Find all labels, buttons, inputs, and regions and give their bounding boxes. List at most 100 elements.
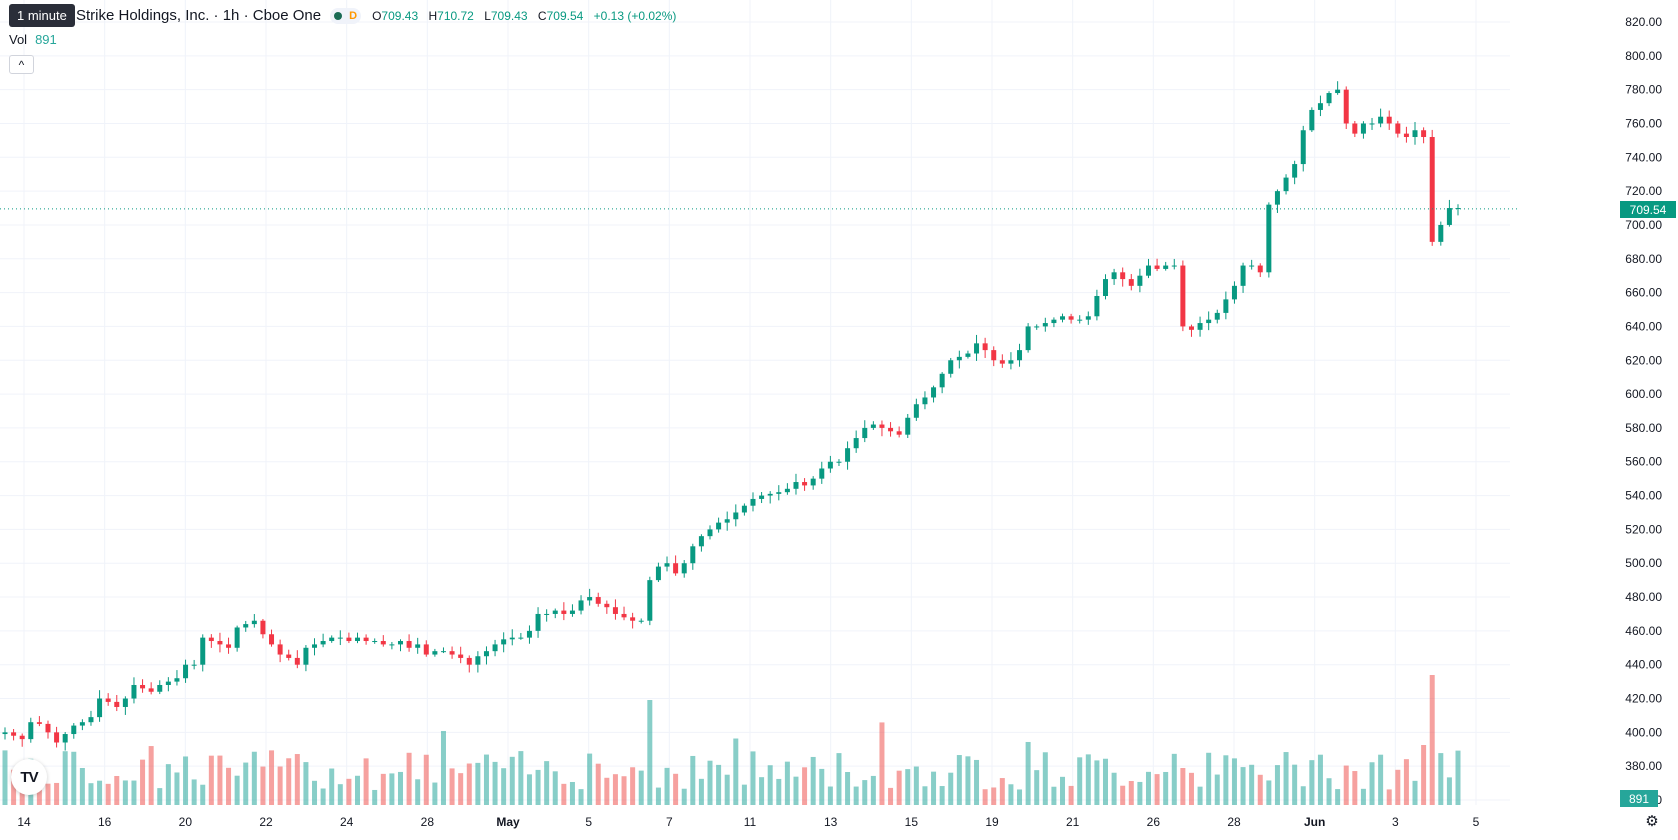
- open-key: O: [372, 8, 382, 23]
- candle-body: [681, 563, 687, 574]
- candle-body: [1403, 133, 1409, 138]
- volume-bar: [552, 771, 558, 805]
- candle-body: [363, 637, 369, 642]
- time-axis-label: 28: [1227, 815, 1241, 829]
- volume-bar: [105, 783, 111, 805]
- volume-bar: [664, 767, 670, 805]
- candle-body: [397, 641, 403, 645]
- candle-body: [655, 566, 661, 581]
- candle-body: [913, 404, 919, 418]
- candle-body: [157, 684, 163, 692]
- volume-bar: [251, 751, 257, 805]
- candle-body: [380, 641, 386, 645]
- price-axis-label: 480.00: [1625, 590, 1662, 604]
- volume-bar: [724, 774, 730, 805]
- volume-bar: [827, 786, 833, 805]
- candle-body: [578, 600, 584, 611]
- volume-bar: [475, 762, 481, 805]
- candle-body: [509, 637, 515, 640]
- candle-body: [1412, 130, 1418, 138]
- candle-body: [535, 613, 541, 631]
- candle-body: [1060, 316, 1066, 320]
- price-axis-label: 760.00: [1625, 116, 1662, 130]
- price-axis-label: 580.00: [1625, 421, 1662, 435]
- candle-body: [974, 343, 980, 354]
- candle-body: [174, 678, 180, 682]
- candle-body: [1429, 137, 1435, 242]
- volume-bar: [1335, 789, 1341, 805]
- volume-bar: [200, 784, 206, 805]
- gear-icon[interactable]: ⚙: [1645, 813, 1659, 830]
- volume-bar: [492, 761, 498, 805]
- volume-bar: [423, 754, 429, 805]
- time-axis-label: 19: [985, 815, 999, 829]
- candle-body: [845, 448, 851, 462]
- volume-bar: [862, 780, 868, 805]
- volume-bar: [931, 771, 937, 805]
- candle-body: [269, 634, 275, 645]
- candle-body: [879, 424, 885, 428]
- candle-body: [544, 613, 550, 615]
- price-axis-label: 680.00: [1625, 252, 1662, 266]
- candle-body: [346, 637, 352, 642]
- candle-body: [217, 641, 223, 645]
- change-value: +0.13 (+0.02%): [593, 8, 677, 23]
- candle-body: [1008, 360, 1014, 364]
- candle-body: [698, 536, 704, 547]
- candle-body: [939, 373, 945, 388]
- volume-bar: [1017, 789, 1023, 805]
- candle-body: [372, 641, 378, 643]
- volume-bar: [1257, 774, 1263, 805]
- volume-bar: [1008, 784, 1014, 805]
- market-status-badge[interactable]: D: [330, 7, 362, 24]
- candle-body: [948, 360, 954, 374]
- volume-bar: [269, 750, 275, 805]
- volume-bar: [1240, 767, 1246, 805]
- candle-body: [1145, 265, 1151, 276]
- volume-bar: [1369, 762, 1375, 805]
- candle-body: [389, 644, 395, 646]
- volume-bar: [449, 768, 455, 805]
- volume-bar: [183, 756, 189, 805]
- candle-body: [114, 701, 120, 707]
- candle-body: [337, 637, 343, 639]
- volume-bar: [131, 780, 137, 805]
- candle-body: [329, 637, 335, 642]
- volume-bar: [1412, 780, 1418, 805]
- tradingview-logo-icon[interactable]: TV: [11, 759, 47, 795]
- candle-body: [604, 603, 610, 608]
- volume-bar: [638, 770, 644, 805]
- candle-body: [862, 427, 868, 439]
- candle-body: [733, 512, 739, 520]
- candle-body: [97, 698, 103, 718]
- symbol-title[interactable]: Strike Holdings, Inc. · 1h · Cboe One: [76, 7, 322, 24]
- time-axis-label: 13: [824, 815, 838, 829]
- volume-bar: [1137, 781, 1143, 805]
- volume-bar: [312, 780, 318, 805]
- price-axis-label: 380.00: [1625, 759, 1662, 773]
- volume-bar: [372, 789, 378, 805]
- price-axis-label: 620.00: [1625, 353, 1662, 367]
- volume-bar: [1395, 769, 1401, 805]
- volume-bar: [432, 782, 438, 805]
- volume-bar: [1034, 770, 1040, 805]
- collapse-legend-button[interactable]: ^: [9, 55, 34, 74]
- volume-bar: [784, 761, 790, 805]
- price-axis-label: 600.00: [1625, 387, 1662, 401]
- candle-body: [1094, 295, 1100, 317]
- candle-body: [483, 651, 489, 657]
- candle-body: [819, 468, 825, 479]
- candle-body: [888, 427, 894, 432]
- volume-bar: [913, 766, 919, 805]
- volume-bar: [1094, 760, 1100, 805]
- volume-bar: [1249, 764, 1255, 805]
- volume-bar: [690, 755, 696, 805]
- volume-bar: [612, 774, 618, 805]
- delayed-badge: D: [349, 9, 358, 22]
- candle-body: [226, 644, 232, 648]
- candle-body: [802, 482, 808, 486]
- volume-bar: [286, 758, 292, 805]
- candle-body: [905, 417, 911, 435]
- volume-bar: [535, 769, 541, 805]
